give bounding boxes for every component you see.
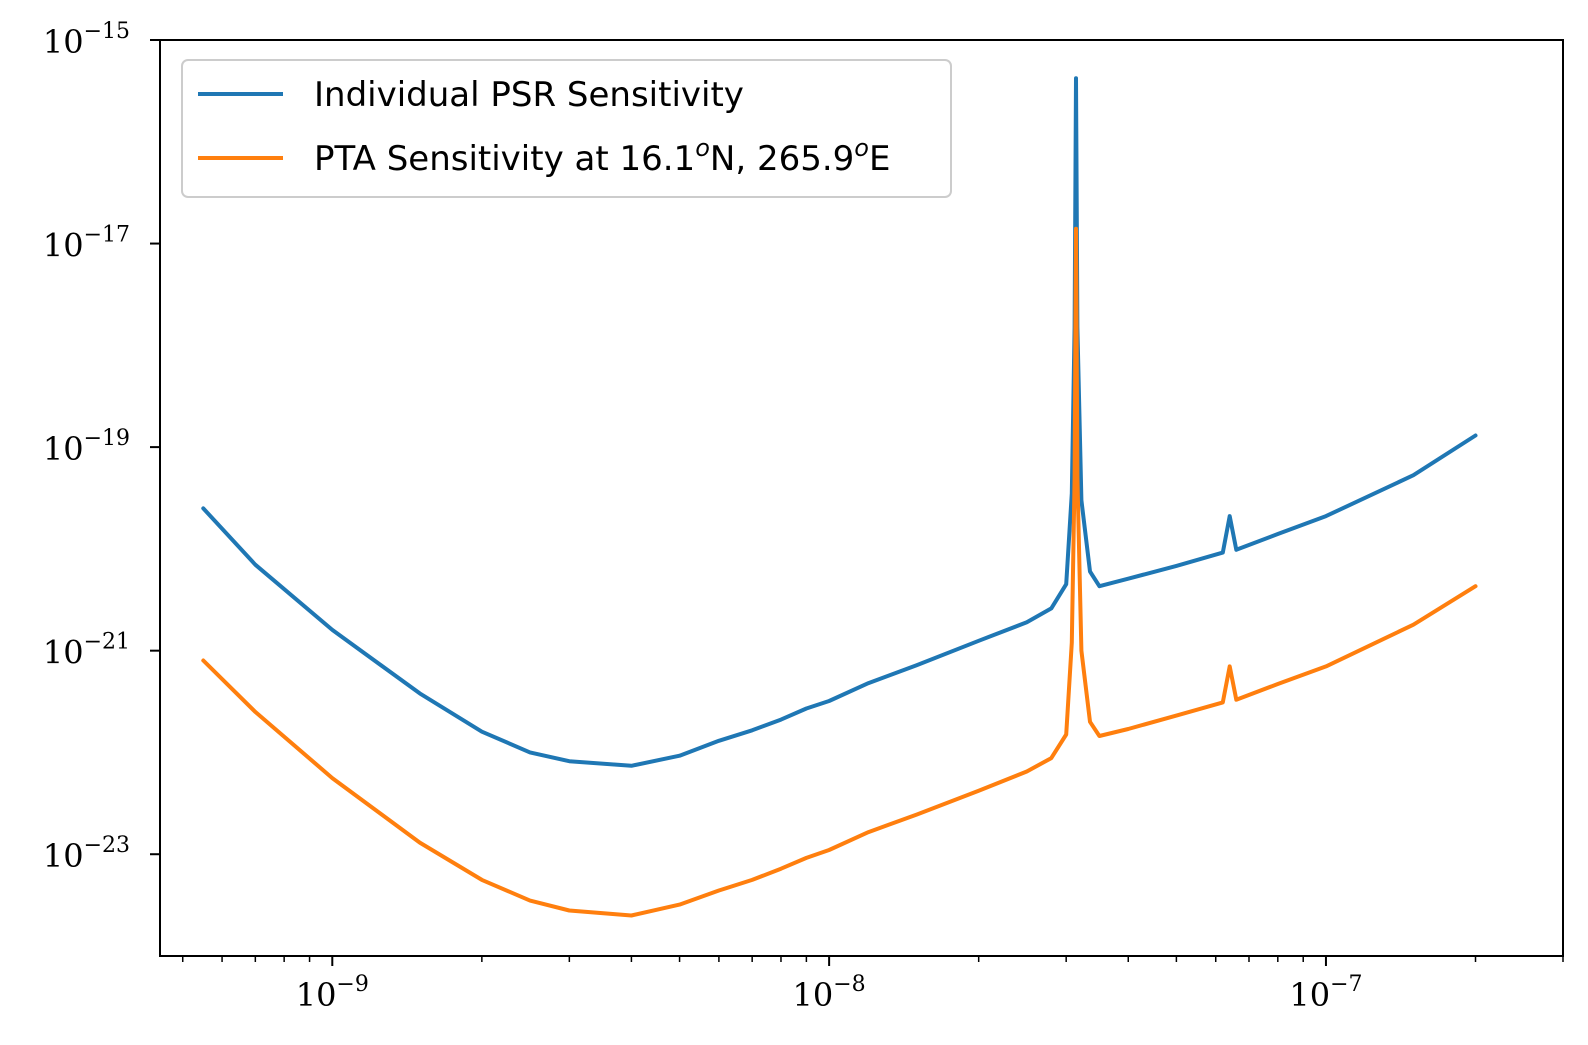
- legend-pta-mid: N, 265.9: [710, 139, 854, 179]
- x-tick-label-3: 10−7: [1289, 972, 1362, 1014]
- x-tick-label-1: 10−9: [296, 972, 369, 1014]
- y-tick-label-2: 10−17: [43, 223, 130, 265]
- y-tick-label-1: 10−15: [43, 19, 130, 61]
- legend-pta-suffix: E: [869, 139, 890, 179]
- ticks-layer: 10−9 10−8 10−7 10−15 10−17 10−19 10−21 10−23: [43, 19, 1564, 1014]
- legend-pta-sup1: o: [695, 134, 710, 162]
- legend-label-pta: PTA Sensitivity at 16.1oN, 265.9oE: [314, 134, 890, 179]
- y-tick-label-3: 10−19: [43, 426, 130, 468]
- legend-label-psr: Individual PSR Sensitivity: [314, 75, 744, 115]
- plot-frame: [159, 39, 1564, 957]
- y-tick-label-5: 10−23: [43, 833, 130, 875]
- series-line-1: [201, 76, 1478, 768]
- legend-box: [181, 59, 952, 198]
- y-tick-label-4: 10−21: [43, 630, 130, 672]
- legend-pta-prefix: PTA Sensitivity at 16.1: [314, 139, 695, 179]
- x-tick-label-2: 10−8: [793, 972, 866, 1014]
- series-layer: [201, 76, 1478, 918]
- series-line-2: [201, 226, 1478, 918]
- legend: Individual PSR Sensitivity PTA Sensitivi…: [181, 59, 952, 198]
- legend-pta-sup2: o: [854, 134, 869, 162]
